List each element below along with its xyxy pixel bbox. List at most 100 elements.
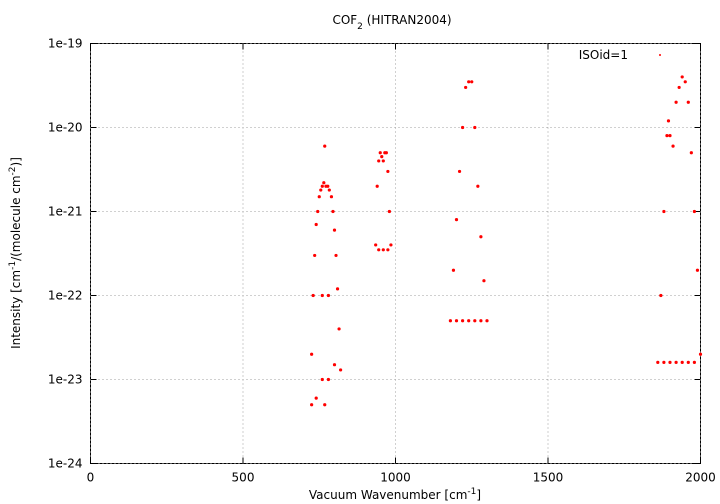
- data-point: [666, 119, 671, 123]
- data-point: [467, 80, 471, 84]
- data-point: [662, 360, 666, 364]
- y-tick-label: 1e-21: [48, 205, 83, 219]
- data-point: [473, 125, 477, 130]
- x-axis-label: Vacuum Wavenumber [cm-1]: [309, 487, 481, 502]
- data-point: [375, 184, 379, 188]
- data-point: [381, 248, 385, 252]
- y-axis-label-part: -1: [8, 261, 18, 270]
- x-axis-label-part: -1: [467, 487, 476, 497]
- data-point: [378, 151, 382, 155]
- data-point: [380, 155, 384, 159]
- y-tick-label: 1e-24: [48, 457, 83, 471]
- data-point: [464, 85, 468, 90]
- data-point: [659, 293, 663, 298]
- chart-title-part: (HITRAN2004): [363, 13, 452, 27]
- data-point: [327, 188, 331, 192]
- data-point: [337, 327, 341, 331]
- data-point: [448, 319, 452, 323]
- data-point: [381, 159, 385, 163]
- data-point: [317, 195, 321, 199]
- data-point: [389, 243, 393, 247]
- data-point: [473, 319, 477, 323]
- data-point: [331, 209, 335, 214]
- chart-title-part: 2: [357, 22, 363, 32]
- data-point: [668, 360, 672, 364]
- data-point: [339, 368, 343, 372]
- data-point: [386, 169, 390, 174]
- data-point: [334, 253, 338, 258]
- data-point: [311, 293, 315, 298]
- data-point: [323, 144, 327, 148]
- data-point: [665, 134, 669, 138]
- data-point: [384, 151, 388, 155]
- data-point: [326, 184, 330, 188]
- y-tick-label: 1e-23: [48, 373, 83, 387]
- y-axis-label-part: )]: [9, 157, 23, 166]
- x-tick-label: 1000: [380, 471, 411, 485]
- legend-marker: [659, 54, 661, 56]
- chart-title-part: COF: [332, 13, 357, 27]
- data-point: [461, 319, 465, 323]
- x-tick-label: 1500: [533, 471, 564, 485]
- data-point: [674, 360, 678, 364]
- data-point: [692, 209, 697, 214]
- data-point: [377, 159, 381, 163]
- y-axis-label-part: /(molecule cm: [9, 175, 23, 261]
- data-point: [454, 319, 459, 323]
- y-axis-label-part: Intensity [cm: [9, 270, 23, 349]
- data-point: [316, 209, 320, 214]
- data-point: [310, 352, 314, 356]
- data-point: [387, 209, 391, 214]
- data-point: [322, 181, 326, 185]
- data-point: [479, 319, 483, 323]
- chart-title: COF2 (HITRAN2004): [332, 13, 451, 32]
- data-point: [319, 188, 323, 192]
- data-point: [689, 151, 693, 155]
- y-tick-label: 1e-22: [48, 289, 83, 303]
- data-point: [320, 293, 324, 298]
- data-point: [476, 184, 480, 188]
- y-tick-label: 1e-19: [48, 37, 83, 51]
- data-point: [686, 100, 690, 104]
- data-point: [326, 293, 330, 298]
- data-point: [326, 377, 330, 382]
- data-point: [314, 396, 318, 400]
- data-point: [335, 287, 340, 291]
- data-point: [329, 195, 334, 199]
- x-axis-label-part: Vacuum Wavenumber [cm: [309, 488, 468, 502]
- data-point: [695, 268, 700, 272]
- data-point: [320, 184, 324, 188]
- data-point: [479, 235, 483, 239]
- data-point: [662, 209, 666, 214]
- data-point: [467, 319, 471, 323]
- data-point: [680, 360, 684, 364]
- data-point: [671, 144, 675, 148]
- data-point: [683, 80, 687, 84]
- data-point: [332, 228, 337, 232]
- x-tick-label: 500: [232, 471, 255, 485]
- data-point: [674, 100, 678, 104]
- data-point: [656, 360, 660, 364]
- legend-label: ISOid=1: [579, 48, 628, 62]
- data-point: [461, 125, 465, 130]
- x-axis-label-part: ]: [476, 488, 481, 502]
- data-point: [668, 134, 672, 138]
- data-point: [332, 363, 337, 367]
- data-point: [680, 75, 684, 79]
- data-point: [485, 319, 489, 323]
- data-point: [482, 279, 486, 283]
- data-point: [313, 253, 317, 258]
- data-point: [470, 80, 474, 84]
- data-point: [377, 248, 381, 252]
- data-point: [374, 243, 378, 247]
- data-point: [454, 218, 459, 222]
- data-point: [692, 360, 697, 364]
- y-axis-label: Intensity [cm-1/(molecule cm-2)]: [8, 157, 23, 349]
- data-point: [320, 377, 324, 382]
- x-tick-label: 2000: [685, 471, 716, 485]
- data-point: [386, 248, 390, 252]
- y-axis-label-part: -2: [8, 166, 18, 175]
- y-tick-label: 1e-20: [48, 121, 83, 135]
- data-point: [686, 360, 690, 364]
- data-point: [310, 403, 314, 407]
